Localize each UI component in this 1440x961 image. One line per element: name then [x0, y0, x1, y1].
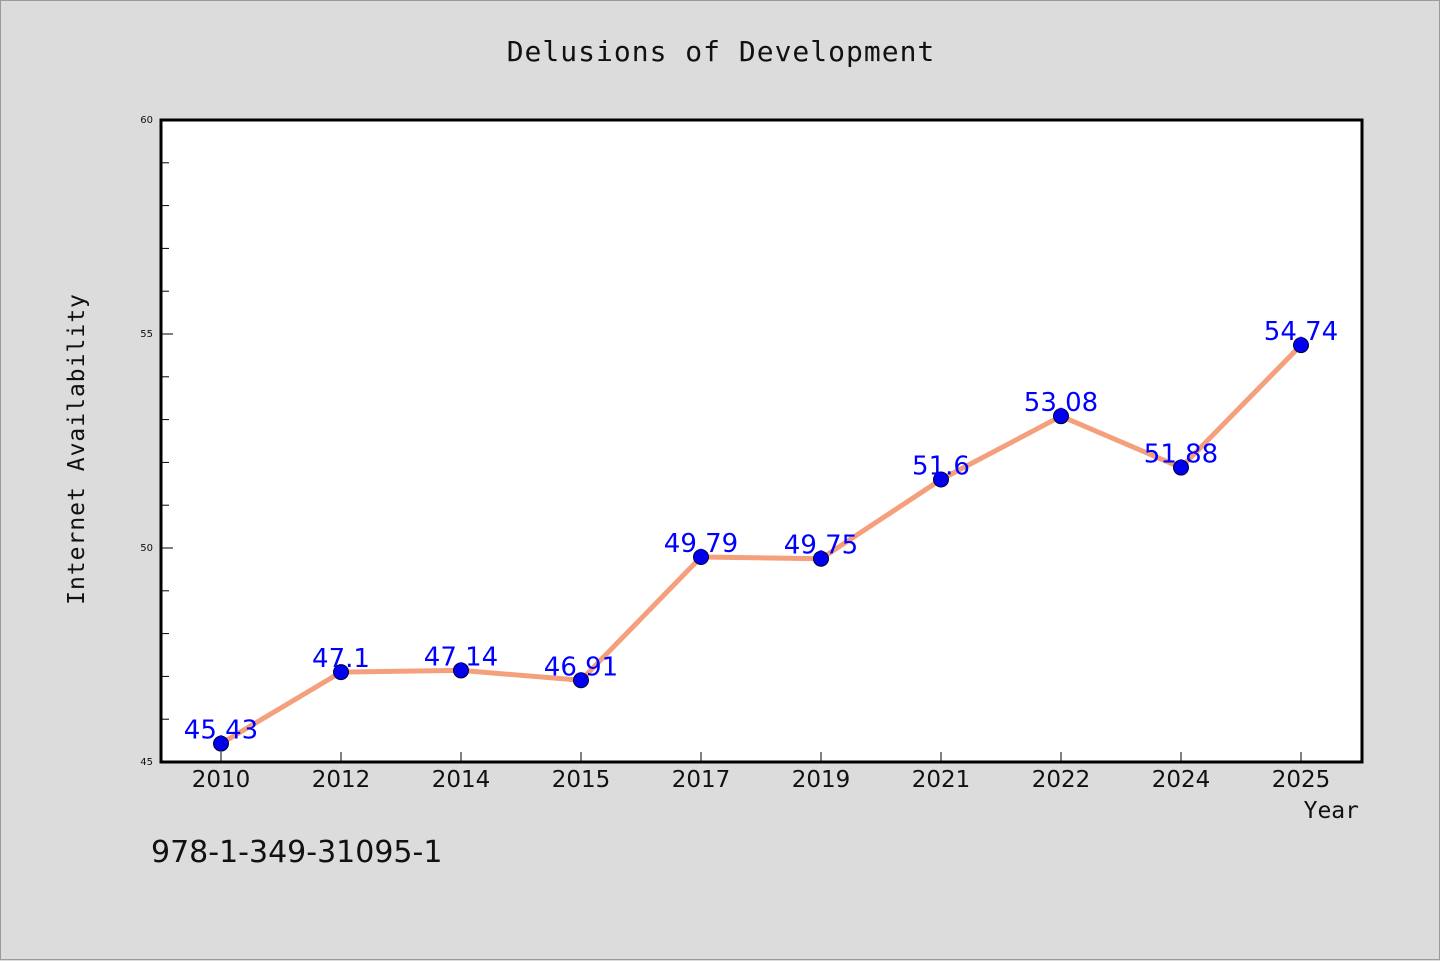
isbn-text: 978-1-349-31095-1 — [151, 835, 443, 870]
data-label: 51.6 — [912, 452, 970, 482]
x-tick-label: 2022 — [1032, 767, 1091, 793]
y-tick-label: 45 — [140, 757, 153, 768]
data-point — [453, 662, 469, 679]
data-point — [693, 548, 709, 565]
x-tick-label: 2024 — [1152, 767, 1211, 793]
data-point — [933, 471, 949, 488]
x-tick-label: 2021 — [912, 767, 971, 793]
data-label: 54.74 — [1264, 317, 1338, 347]
data-label: 45.43 — [184, 716, 258, 746]
data-label: 49.75 — [784, 531, 858, 561]
data-label: 51.88 — [1144, 440, 1218, 470]
data-label: 46.91 — [544, 652, 618, 682]
x-tick-label: 2025 — [1272, 767, 1331, 793]
y-tick-label: 60 — [140, 115, 153, 126]
x-tick-label: 2017 — [672, 767, 731, 793]
data-point — [1173, 459, 1189, 476]
data-point — [1053, 408, 1069, 425]
plot-border — [159, 118, 1364, 764]
plot-area — [161, 120, 1362, 762]
y-tick-label: 50 — [140, 543, 153, 554]
data-point — [573, 672, 589, 689]
y-tick-label: 55 — [140, 329, 153, 340]
data-label: 49.79 — [664, 529, 738, 559]
series-line — [218, 342, 1304, 747]
x-tick-label: 2010 — [192, 767, 251, 793]
chart-title: Delusions of Development — [506, 35, 936, 68]
data-point — [333, 664, 349, 681]
data-point — [1293, 337, 1309, 354]
x-tick-label: 2012 — [312, 767, 371, 793]
data-point — [813, 550, 829, 567]
x-tick-label: 2015 — [552, 767, 611, 793]
x-tick-label: 2019 — [792, 767, 851, 793]
data-point — [213, 735, 229, 752]
x-tick-label: 2014 — [432, 767, 491, 793]
data-label: 53.08 — [1024, 388, 1098, 418]
data-label: 47.14 — [424, 642, 498, 672]
data-label: 47.1 — [312, 644, 370, 674]
x-axis-label: Year — [1303, 798, 1359, 824]
